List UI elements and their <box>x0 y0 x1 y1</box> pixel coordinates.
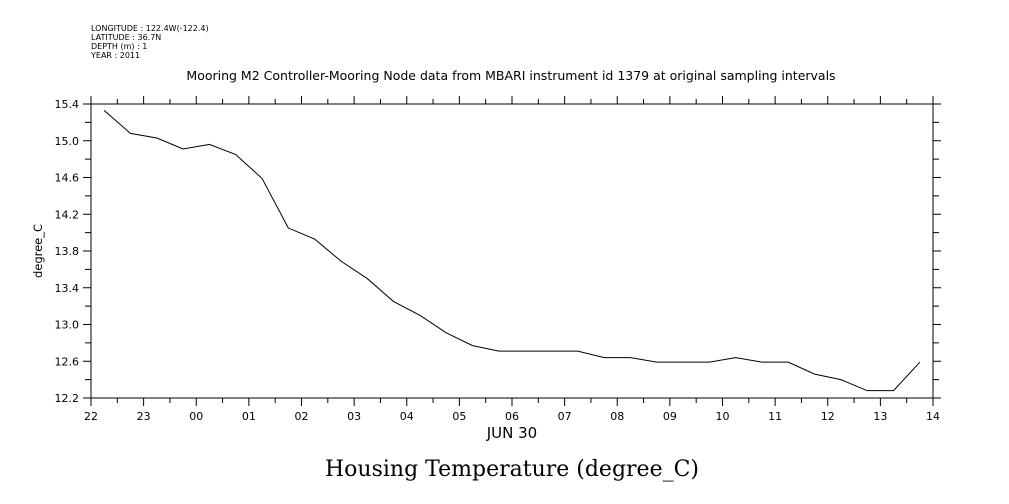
y-tick-label: 15.0 <box>55 135 80 148</box>
x-tick-label: 05 <box>452 410 466 423</box>
y-tick-label: 14.6 <box>55 172 80 185</box>
x-tick-label: 10 <box>716 410 730 423</box>
x-tick-label: 09 <box>663 410 677 423</box>
y-tick-label: 12.6 <box>55 355 80 368</box>
x-tick-label: 00 <box>189 410 203 423</box>
x-tick-label: 04 <box>400 410 414 423</box>
latitude-label: LATITUDE : 36.7N <box>91 33 161 42</box>
x-tick-label: 22 <box>84 410 98 423</box>
y-axis-label: degree_C <box>31 224 45 278</box>
x-tick-label: 01 <box>242 410 256 423</box>
y-tick-label: 13.0 <box>55 319 80 332</box>
x-tick-label: 11 <box>768 410 782 423</box>
y-tick-label: 14.2 <box>55 208 80 221</box>
x-tick-label: 13 <box>873 410 887 423</box>
x-axis-label: JUN 30 <box>486 424 537 442</box>
y-tick-label: 13.8 <box>55 245 80 258</box>
plot-frame <box>90 103 934 399</box>
y-tick-label: 15.4 <box>55 98 80 111</box>
x-tick-label: 03 <box>347 410 361 423</box>
x-tick-label: 12 <box>821 410 835 423</box>
chart-title: Mooring M2 Controller-Mooring Node data … <box>186 68 835 83</box>
series-line <box>103 110 921 392</box>
x-tick-label: 23 <box>137 410 151 423</box>
depth-label: DEPTH (m) : 1 <box>91 42 147 51</box>
x-tick-label: 06 <box>505 410 519 423</box>
x-tick-label: 07 <box>558 410 572 423</box>
bottom-title: Housing Temperature (degree_C) <box>325 457 699 482</box>
y-tick-label: 12.2 <box>55 392 80 405</box>
longitude-label: LONGITUDE : 122.4W(-122.4) <box>91 24 209 33</box>
x-tick-label: 02 <box>295 410 309 423</box>
y-tick-label: 13.4 <box>55 282 80 295</box>
year-label: YEAR : 2011 <box>90 51 140 60</box>
x-tick-label: 08 <box>610 410 624 423</box>
x-tick-label: 14 <box>926 410 940 423</box>
